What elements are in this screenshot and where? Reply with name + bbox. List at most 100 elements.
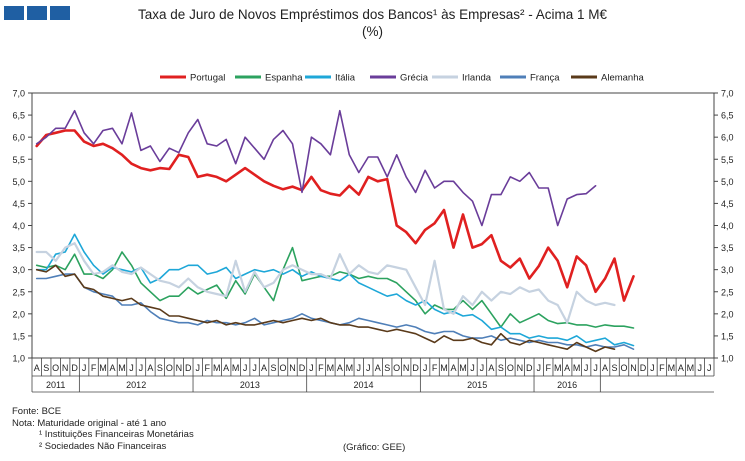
y-tick-label-left: 2,0: [12, 309, 25, 319]
legend-label: França: [530, 73, 560, 84]
maturity-note: Nota: Maturidade original - até 1 ano: [12, 417, 167, 429]
graphic-credit: (Gráfico: GEE): [343, 442, 406, 453]
x-month-label: J: [650, 363, 655, 373]
x-month-label: J: [698, 363, 703, 373]
legend-label: Alemanha: [601, 73, 644, 84]
logo-block: [27, 6, 47, 20]
source-note: Fonte: BCE: [12, 406, 62, 417]
chart-title-block: Taxa de Juro de Novos Empréstimos dos Ba…: [60, 6, 685, 40]
y-tick-label-left: 6,0: [12, 133, 25, 143]
legend-label: Espanha: [265, 73, 303, 84]
logo-block: [4, 6, 24, 20]
x-month-label: F: [545, 363, 551, 373]
x-month-label: J: [252, 363, 257, 373]
x-year-label: 2016: [557, 380, 577, 390]
y-tick-label-left: 5,5: [12, 155, 25, 165]
series-line-franca: [35, 273, 635, 351]
x-month-label: M: [440, 363, 448, 373]
y-tick-label-right: 4,0: [721, 221, 734, 231]
x-month-label: J: [470, 363, 475, 373]
y-tick-label-right: 5,5: [721, 155, 734, 165]
series-line-grecia: [35, 109, 597, 227]
x-month-label: J: [243, 363, 248, 373]
x-month-label: A: [337, 363, 343, 373]
y-tick-label-left: 1,5: [12, 331, 25, 341]
x-month-label: J: [82, 363, 87, 373]
x-month-label: J: [366, 363, 371, 373]
x-month-label: A: [564, 363, 570, 373]
x-month-label: F: [204, 363, 210, 373]
series-line-espanha: [35, 246, 635, 329]
y-tick-label-left: 3,0: [12, 265, 25, 275]
x-month-label: A: [451, 363, 457, 373]
gee-logo: [4, 6, 70, 20]
x-month-label: M: [99, 363, 107, 373]
x-month-label: J: [537, 363, 542, 373]
y-tick-label-right: 1,0: [721, 354, 734, 364]
chart-title: Taxa de Juro de Novos Empréstimos dos Ba…: [138, 7, 607, 22]
x-month-label: N: [403, 363, 410, 373]
y-tick-label-right: 2,5: [721, 287, 734, 297]
x-year-label: 2011: [46, 380, 65, 390]
x-month-label: A: [602, 363, 608, 373]
x-month-label: S: [612, 363, 618, 373]
x-month-label: J: [423, 363, 428, 373]
y-tick-label-right: 5,0: [721, 177, 734, 187]
x-month-label: F: [318, 363, 324, 373]
y-tick-label-left: 2,5: [12, 287, 25, 297]
x-month-label: A: [261, 363, 267, 373]
y-tick-label-right: 1,5: [721, 331, 734, 341]
x-month-label: M: [573, 363, 581, 373]
legend-label: Portugal: [190, 73, 225, 84]
footnote-2: ² Sociedades Não Financeiras: [39, 440, 167, 452]
x-month-label: S: [43, 363, 49, 373]
legend-label: Grécia: [400, 73, 429, 84]
x-month-label: J: [357, 363, 362, 373]
y-tick-label-left: 4,5: [12, 199, 25, 209]
x-month-label: M: [118, 363, 126, 373]
y-tick-label-left: 4,0: [12, 221, 25, 231]
x-month-label: M: [213, 363, 221, 373]
y-tick-label-right: 4,5: [721, 199, 734, 209]
y-tick-label-left: 6,5: [12, 111, 25, 121]
x-year-label: 2015: [467, 380, 487, 390]
series-line-alemanha: [35, 264, 616, 353]
x-month-label: M: [668, 363, 676, 373]
x-month-label: J: [196, 363, 201, 373]
legend-label: Irlanda: [462, 73, 492, 84]
x-month-label: A: [678, 363, 684, 373]
x-month-label: O: [166, 363, 173, 373]
x-month-label: M: [346, 363, 354, 373]
x-month-label: N: [176, 363, 183, 373]
chart-notes: Fonte: BCE Nota: Maturidade original - a…: [12, 406, 194, 452]
footnote-1: ¹ Instituições Financeiras Monetárias: [39, 429, 194, 440]
x-month-label: O: [507, 363, 514, 373]
y-tick-label-right: 7,0: [721, 89, 734, 99]
x-month-label: D: [640, 363, 647, 373]
series-line-portugal: [35, 129, 635, 302]
x-month-label: F: [659, 363, 665, 373]
x-month-label: J: [480, 363, 485, 373]
x-month-label: O: [52, 363, 59, 373]
x-year-label: 2012: [126, 380, 146, 390]
x-month-label: J: [309, 363, 314, 373]
y-tick-label-right: 2,0: [721, 309, 734, 319]
x-month-label: M: [232, 363, 240, 373]
x-month-label: S: [271, 363, 277, 373]
x-month-label: O: [280, 363, 287, 373]
x-month-label: J: [593, 363, 598, 373]
x-month-label: F: [432, 363, 438, 373]
x-month-label: N: [517, 363, 524, 373]
x-month-label: D: [185, 363, 192, 373]
x-month-label: A: [488, 363, 494, 373]
x-month-label: M: [327, 363, 335, 373]
x-month-label: N: [62, 363, 69, 373]
y-tick-label-left: 3,5: [12, 243, 25, 253]
x-month-label: M: [554, 363, 562, 373]
x-month-label: F: [91, 363, 97, 373]
x-month-label: S: [498, 363, 504, 373]
x-month-label: J: [707, 363, 712, 373]
x-month-label: J: [584, 363, 589, 373]
x-month-label: N: [630, 363, 637, 373]
